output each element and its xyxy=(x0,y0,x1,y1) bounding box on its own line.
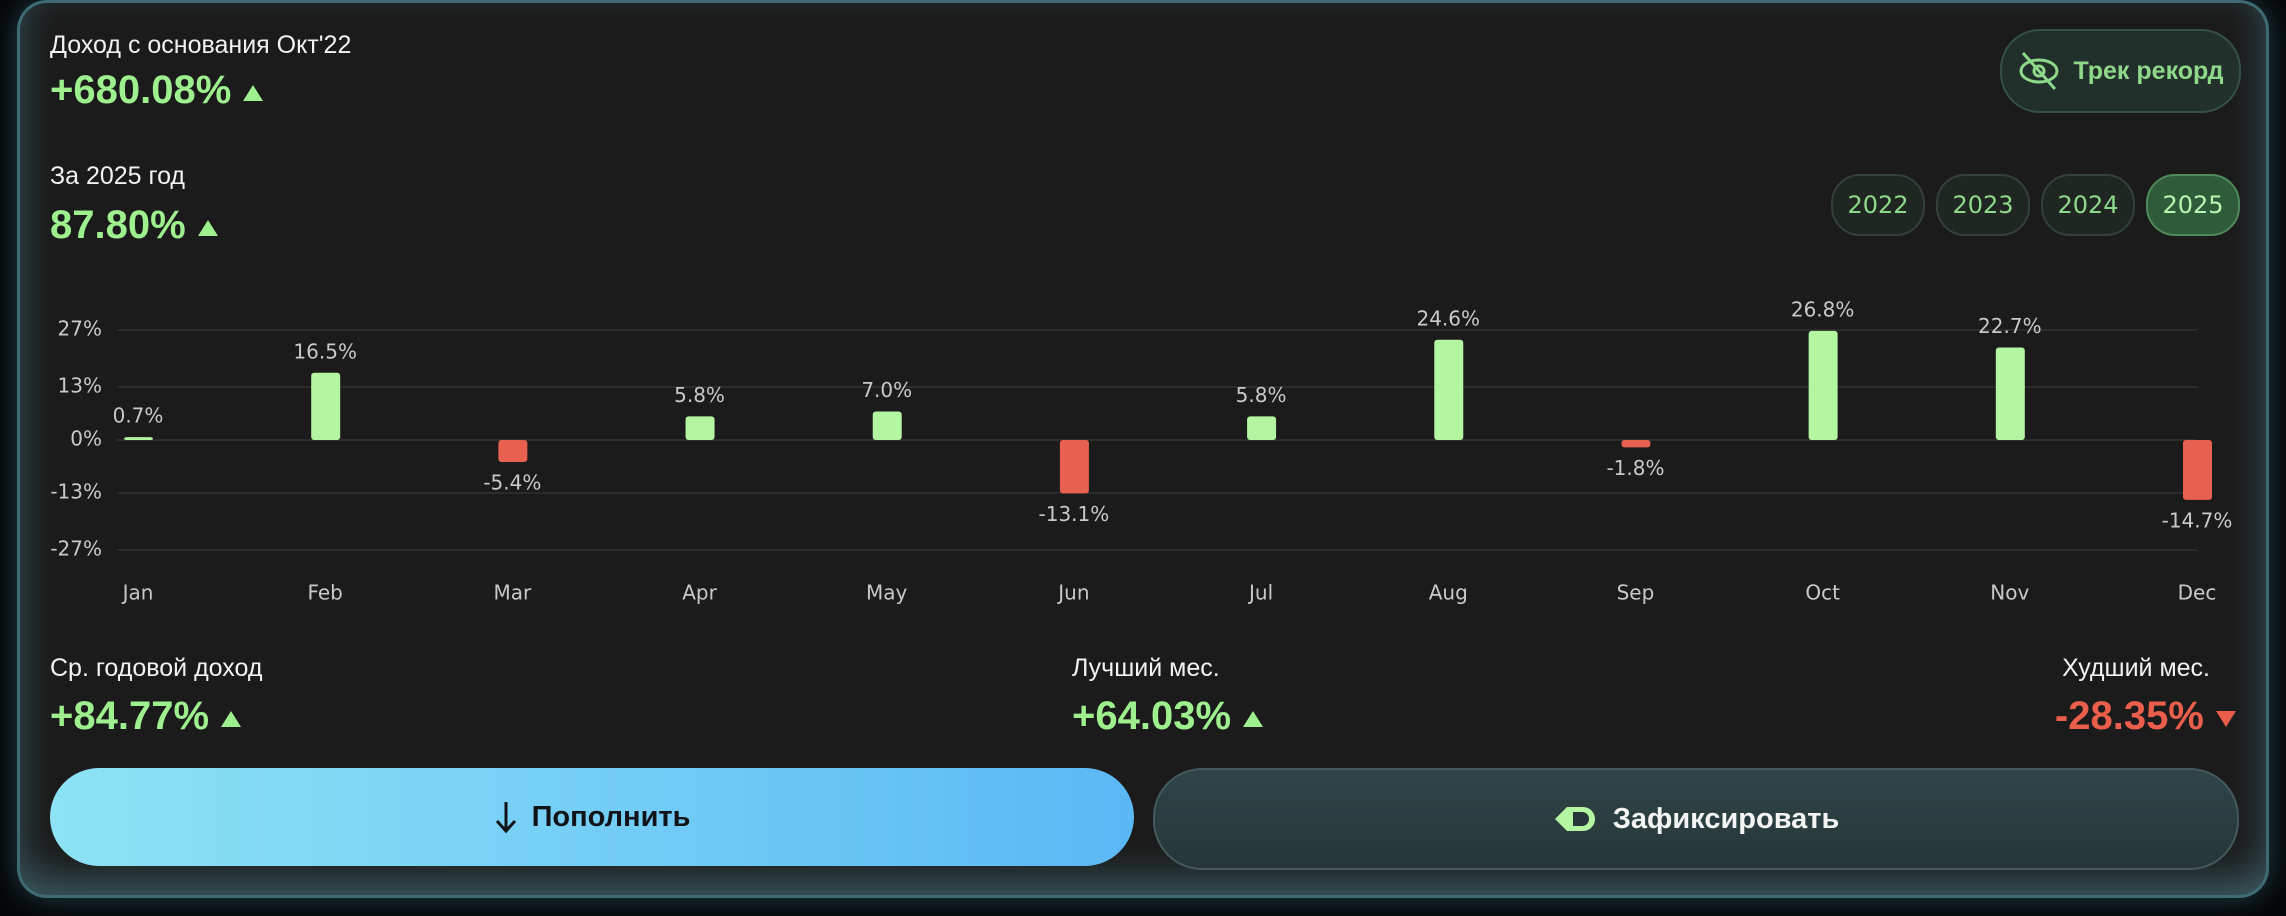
y-tick-label: 0% xyxy=(70,427,102,451)
up-icon xyxy=(1243,711,1264,727)
bar xyxy=(124,437,153,440)
stat-value: +64.03% xyxy=(1072,694,1264,739)
x-tick-label: Apr xyxy=(682,581,717,605)
value: +84.77% xyxy=(50,694,210,738)
bar xyxy=(1247,416,1277,440)
value-label: -13.1% xyxy=(1039,502,1110,526)
bar xyxy=(1434,339,1464,440)
value: +680.08% xyxy=(50,68,232,112)
bar xyxy=(311,372,341,440)
x-tick-label: May xyxy=(866,581,908,605)
value: 87.80% xyxy=(50,203,186,247)
bar xyxy=(872,411,902,440)
logo-icon xyxy=(1554,807,1595,831)
x-tick-label: Mar xyxy=(493,581,532,605)
x-tick-label: Aug xyxy=(1429,581,1468,605)
value-label: 22.7% xyxy=(1978,314,2042,338)
year-value: 87.80% xyxy=(50,203,219,248)
y-tick-label: 27% xyxy=(58,317,102,341)
value-label: -5.4% xyxy=(483,471,541,495)
bar xyxy=(685,416,715,440)
button-label: Трек рекорд xyxy=(2073,56,2224,85)
year-tab[interactable]: 2024 xyxy=(2041,174,2135,236)
fix-button[interactable]: Зафиксировать xyxy=(1153,768,2239,870)
hidden-icon xyxy=(2019,52,2059,90)
value: -28.35% xyxy=(2054,694,2204,738)
header-label: Доход с основания Окт'22 xyxy=(50,31,352,59)
bar xyxy=(1059,440,1089,494)
arrow-icon xyxy=(495,802,516,834)
bar xyxy=(1621,440,1651,448)
x-tick-label: Jun xyxy=(1056,581,1089,605)
bar xyxy=(1995,347,2025,440)
value-label: 26.8% xyxy=(1791,297,1855,321)
year-tab[interactable]: 2023 xyxy=(1936,174,2030,236)
button-label: Зафиксировать xyxy=(1612,802,1840,835)
track-record-button[interactable]: Трек рекорд xyxy=(2000,29,2241,113)
value-label: 24.6% xyxy=(1416,306,1480,330)
y-tick-label: -27% xyxy=(50,537,102,561)
up-icon xyxy=(221,711,242,727)
header-value: +680.08% xyxy=(50,68,264,113)
x-tick-label: Nov xyxy=(1990,581,2029,605)
year-tab[interactable]: 2022 xyxy=(1831,174,1925,236)
button-label: Пополнить xyxy=(531,800,691,833)
value-label: 0.7% xyxy=(113,404,164,428)
stat-label: Лучший мес. xyxy=(1072,654,1220,682)
value-label: 5.8% xyxy=(1236,383,1287,407)
value-label: -1.8% xyxy=(1606,456,1664,480)
up-icon xyxy=(243,85,264,101)
x-tick-label: Oct xyxy=(1805,581,1840,605)
up-icon xyxy=(197,220,218,236)
stat-value: +84.77% xyxy=(50,694,242,739)
bar xyxy=(2183,440,2212,500)
stat-label: Ср. годовой доход xyxy=(50,654,263,682)
x-tick-label: Jul xyxy=(1247,581,1273,605)
down-icon xyxy=(2216,711,2236,727)
x-tick-label: Feb xyxy=(307,581,342,605)
x-tick-label: Dec xyxy=(2178,581,2217,605)
bar xyxy=(498,440,528,462)
stat-value: -28.35% xyxy=(2055,694,2237,739)
value-label: 5.8% xyxy=(674,383,725,407)
value-label: -14.7% xyxy=(2162,508,2233,532)
bar xyxy=(1808,330,1838,440)
year-tab[interactable]: 2025 xyxy=(2146,174,2240,236)
y-tick-label: -13% xyxy=(50,479,102,503)
x-tick-label: Jan xyxy=(121,581,154,605)
x-tick-label: Sep xyxy=(1617,581,1655,605)
value: +64.03% xyxy=(1072,694,1232,738)
stat-label: Худший мес. xyxy=(2062,654,2210,682)
deposit-button[interactable]: Пополнить xyxy=(50,768,1134,866)
card xyxy=(17,0,2269,898)
value-label: 7.0% xyxy=(861,378,912,402)
year-label: За 2025 год xyxy=(50,162,186,190)
y-tick-label: 13% xyxy=(58,374,102,398)
value-label: 16.5% xyxy=(293,339,357,363)
